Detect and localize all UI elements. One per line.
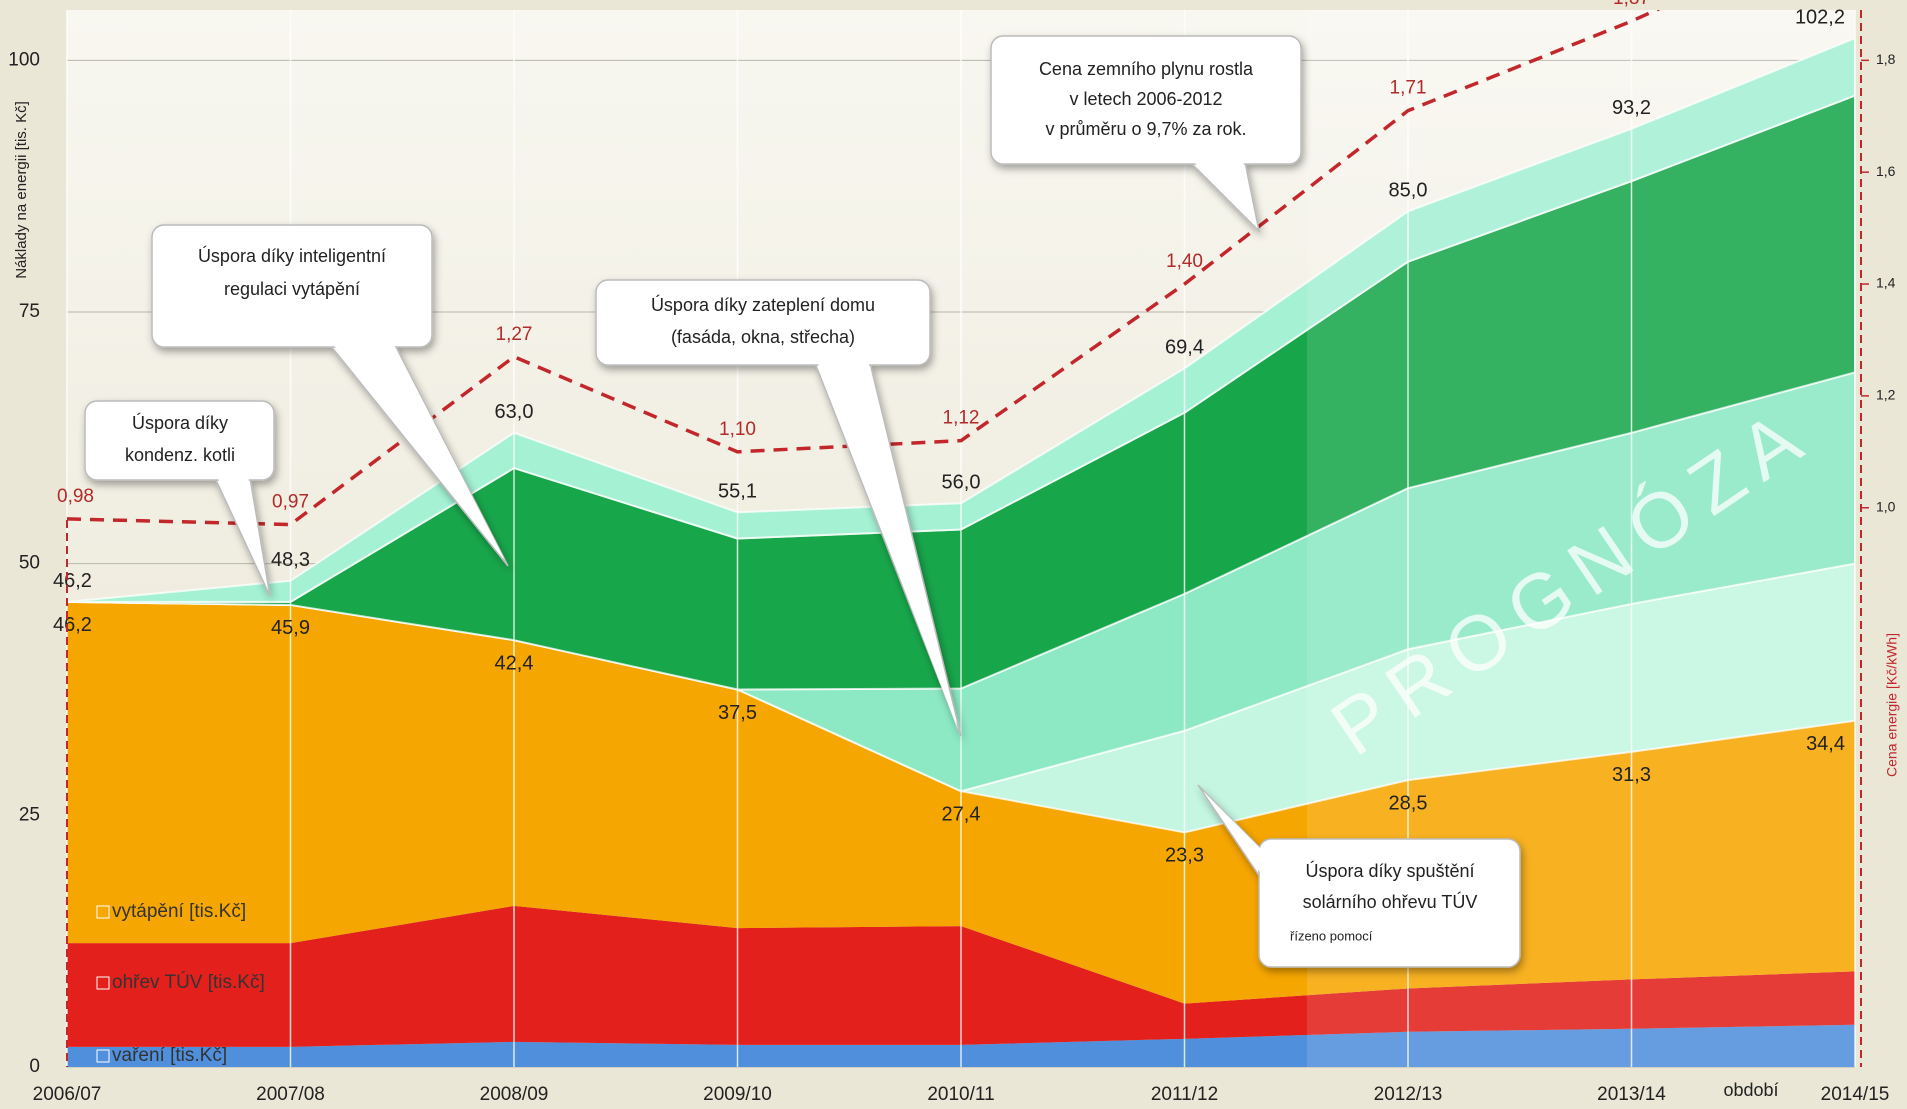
x-tick-label: 2006/07 <box>33 1084 102 1105</box>
y2-tick-label: 1,0 <box>1876 498 1896 514</box>
y-tick-label: 25 <box>19 804 40 825</box>
data-label: 48,3 <box>271 549 310 571</box>
callout-line: Cena zemního plynu rostla <box>1039 59 1254 79</box>
data-label: 69,4 <box>1165 337 1204 359</box>
legend-swatch <box>96 1049 110 1063</box>
legend-swatch <box>96 976 110 990</box>
legend: vaření [tis.Kč] ohřev TÚV [tis.Kč] vytápěn… <box>96 901 265 1066</box>
callout-line: Úspora díky zateplení domu <box>651 294 875 315</box>
callout-line: Úspora díky spuštění <box>1305 860 1474 881</box>
callout-line: Úspora díky <box>132 412 228 433</box>
y-tick-label: 75 <box>19 301 40 322</box>
x-tick-label: 2007/08 <box>256 1084 325 1105</box>
y-tick-label: 50 <box>19 553 40 574</box>
data-label: 85,0 <box>1389 180 1428 202</box>
data-label: 45,9 <box>271 617 310 639</box>
callout-box <box>990 35 1302 165</box>
callout-pointer <box>332 343 505 560</box>
data-label: 55,1 <box>718 481 757 503</box>
callout-line: (fasáda, okna, střecha) <box>671 327 855 347</box>
y2-tick-label: 1,2 <box>1876 387 1896 403</box>
callout-box <box>595 279 931 366</box>
x-tick-label: 2009/10 <box>703 1084 772 1105</box>
data-label: 31,3 <box>1612 764 1651 786</box>
data-label: 46,2 <box>53 570 92 592</box>
data-label: 37,5 <box>718 702 757 724</box>
callout-text: Úspora díky kondenz. kotli <box>125 412 235 465</box>
data-label: 1,10 <box>719 419 756 440</box>
callout-line: v letech 2006-2012 <box>1069 89 1222 109</box>
callout <box>151 224 509 567</box>
data-label: 42,4 <box>495 652 534 674</box>
data-label: 93,2 <box>1612 97 1651 119</box>
legend-label: vytápění [tis.Kč] <box>112 901 246 922</box>
callout-pointer <box>1204 792 1264 878</box>
y2-axis-title: Cena energie [Kč/kWh] <box>1884 633 1900 777</box>
y-axis-title: Náklady na energii [tis. Kč] <box>13 101 30 279</box>
x-tick-label: 2013/14 <box>1597 1084 1666 1105</box>
data-label: 34,4 <box>1806 733 1845 755</box>
price-line <box>67 10 1661 527</box>
data-label: 56,0 <box>942 472 981 494</box>
y2-tick-label: 1,4 <box>1876 275 1896 291</box>
callout <box>990 35 1302 234</box>
data-label: 0,98 <box>57 486 94 507</box>
data-label: 28,5 <box>1389 792 1428 814</box>
callout-pointer <box>217 476 268 590</box>
legend-swatch <box>96 905 110 919</box>
x-tick-label: 2012/13 <box>1374 1084 1443 1105</box>
callout-pointer <box>1192 160 1256 225</box>
callout-text: Úspora díky zateplení domu (fasáda, okna… <box>651 294 875 347</box>
data-label: 0,97 <box>272 492 309 513</box>
callout-box <box>151 224 433 348</box>
callout <box>595 279 962 737</box>
callout-box <box>84 400 275 481</box>
labels: 0 25 50 75 100 1,0 1,2 1,4 1,6 1,8 2006/07 2007/08 2… <box>8 0 1895 1105</box>
callout-box <box>1258 838 1521 968</box>
callout <box>84 400 275 597</box>
data-label: 1,27 <box>496 324 533 345</box>
callout-text: Cena zemního plynu rostla v letech 2006-… <box>1039 59 1254 139</box>
callout-line: kondenz. kotli <box>125 445 235 465</box>
y-tick-label: 100 <box>8 49 40 70</box>
x-tick-label: 2014/15 <box>1821 1084 1890 1105</box>
data-label: 27,4 <box>942 803 981 825</box>
callout-line: Úspora díky inteligentní <box>198 245 386 266</box>
legend-label: vaření [tis.Kč] <box>112 1045 227 1066</box>
y2-tick-label: 1,6 <box>1876 163 1896 179</box>
callout-text: Úspora díky inteligentní regulaci vytápě… <box>198 245 386 299</box>
legend-label: ohřev TÚV [tis.Kč] <box>112 971 265 993</box>
price-line <box>67 10 1661 527</box>
y-tick-label: 0 <box>29 1056 40 1077</box>
data-label: 1,71 <box>1390 78 1427 99</box>
callout <box>1197 784 1521 968</box>
x-axis-title: období <box>1723 1080 1778 1100</box>
x-tick-label: 2010/11 <box>927 1084 994 1105</box>
data-label: 1,87 <box>1613 0 1650 9</box>
data-label: 63,0 <box>495 401 534 423</box>
x-tick-label: 2008/09 <box>480 1084 549 1105</box>
callout-pointer <box>817 361 958 730</box>
data-label: 102,2 <box>1795 6 1845 28</box>
data-label: 46,2 <box>53 614 92 636</box>
callout-line: řízeno pomocí <box>1290 928 1373 943</box>
callout-line: solárního ohřevu TÚV <box>1303 891 1478 912</box>
callout-line: v průměru o 9,7% za rok. <box>1045 119 1246 139</box>
data-label: 1,40 <box>1166 251 1203 272</box>
data-label: 1,12 <box>943 408 980 429</box>
x-tick-label: 2011/12 <box>1151 1084 1218 1105</box>
callout-text: Úspora díky spuštění solárního ohřevu TÚ… <box>1290 860 1477 944</box>
y2-tick-label: 1,8 <box>1876 51 1896 67</box>
data-label: 23,3 <box>1165 845 1204 867</box>
callout-line: regulaci vytápění <box>224 279 360 299</box>
